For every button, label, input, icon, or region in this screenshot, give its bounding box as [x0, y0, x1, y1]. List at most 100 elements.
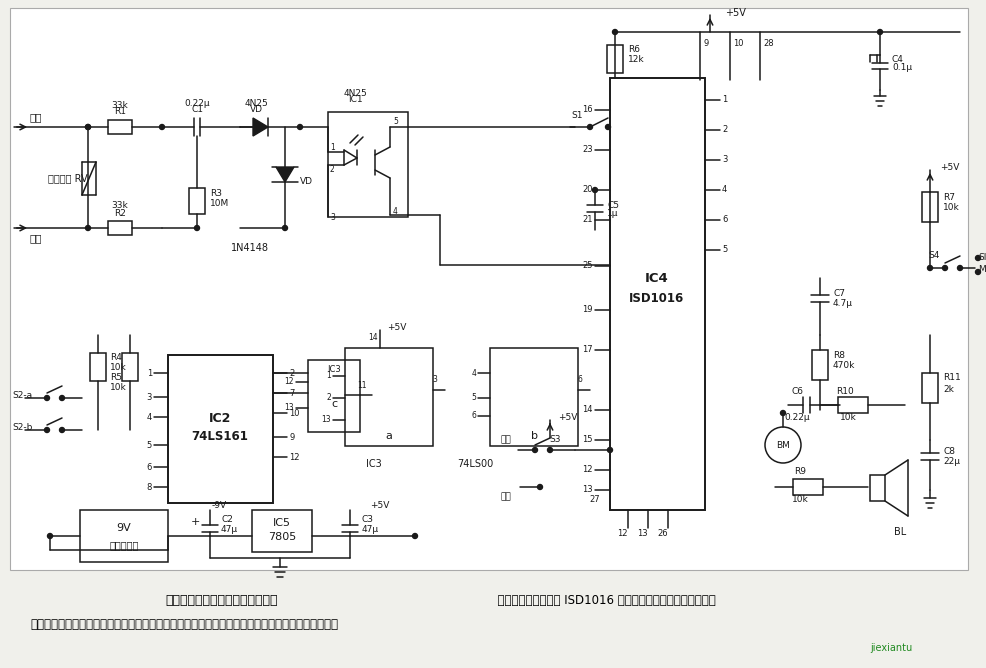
Circle shape: [605, 124, 610, 130]
Text: C4: C4: [892, 55, 904, 65]
Circle shape: [588, 124, 593, 130]
Text: 33k: 33k: [111, 100, 128, 110]
Text: IC3: IC3: [327, 365, 341, 375]
Text: 6: 6: [578, 375, 583, 385]
Text: IC1: IC1: [348, 96, 362, 104]
Text: 28: 28: [763, 39, 774, 49]
Text: R6: R6: [628, 45, 640, 55]
Text: C1: C1: [191, 106, 203, 114]
Text: 放音: 放音: [501, 436, 512, 444]
Text: 0.1μ: 0.1μ: [892, 63, 912, 73]
Text: R3: R3: [210, 188, 222, 198]
Text: 10k: 10k: [792, 496, 809, 504]
Text: 1: 1: [722, 96, 728, 104]
Text: BL: BL: [894, 527, 906, 537]
Circle shape: [44, 395, 49, 401]
Circle shape: [975, 269, 980, 275]
Text: 14: 14: [583, 405, 593, 415]
Bar: [328, 112, 408, 217]
Text: a: a: [386, 431, 392, 441]
Text: C2: C2: [221, 516, 233, 524]
Text: R10: R10: [836, 387, 854, 397]
Text: 7: 7: [289, 389, 295, 397]
Text: 23: 23: [583, 146, 593, 154]
Bar: [870, 475, 885, 501]
Text: 15: 15: [583, 436, 593, 444]
Text: 10: 10: [289, 409, 300, 418]
Text: 12: 12: [285, 377, 294, 387]
Polygon shape: [253, 118, 268, 136]
Circle shape: [975, 255, 980, 261]
Text: C8: C8: [943, 448, 955, 456]
Text: +5V: +5V: [370, 500, 389, 510]
Text: S1: S1: [571, 110, 583, 120]
Text: 74LS161: 74LS161: [191, 430, 248, 444]
Text: 该电路为用语言芯片 ISD1016 制作的用语音代替电话铃声留言: 该电路为用语言芯片 ISD1016 制作的用语音代替电话铃声留言: [490, 593, 716, 607]
Text: 录音: 录音: [501, 492, 512, 502]
Bar: [108, 221, 132, 235]
Text: 4N25: 4N25: [245, 98, 268, 108]
Circle shape: [86, 226, 91, 230]
Bar: [252, 510, 312, 552]
Text: 1: 1: [330, 144, 335, 152]
Text: 17: 17: [583, 345, 593, 355]
Text: 红线: 红线: [30, 233, 42, 243]
Text: 9V: 9V: [116, 523, 131, 533]
Text: MULTI: MULTI: [978, 265, 986, 275]
Bar: [108, 120, 132, 134]
Text: IC4: IC4: [645, 273, 669, 285]
Circle shape: [44, 428, 49, 432]
Text: 13: 13: [583, 486, 593, 494]
Text: 47μ: 47μ: [362, 526, 380, 534]
Circle shape: [59, 428, 64, 432]
Text: 1μ: 1μ: [607, 208, 618, 218]
Text: 1: 1: [326, 371, 331, 381]
Text: 电源适配器: 电源适配器: [109, 540, 139, 550]
Text: 6: 6: [147, 462, 152, 472]
Text: 10M: 10M: [210, 198, 230, 208]
Text: 1: 1: [147, 369, 152, 377]
Text: 6: 6: [722, 216, 728, 224]
Text: 4.7μ: 4.7μ: [833, 299, 853, 307]
Bar: [490, 348, 578, 446]
Circle shape: [47, 534, 52, 538]
Polygon shape: [276, 167, 294, 182]
Text: IC2: IC2: [209, 413, 231, 426]
Text: 5: 5: [393, 118, 398, 126]
Text: 2: 2: [330, 166, 335, 174]
Bar: [189, 188, 205, 214]
Text: 22μ: 22μ: [943, 456, 960, 466]
Text: 4: 4: [393, 208, 398, 216]
Text: 12: 12: [289, 452, 300, 462]
Text: 4N25: 4N25: [343, 88, 367, 98]
Bar: [812, 350, 828, 380]
Circle shape: [943, 265, 948, 271]
Text: 13: 13: [637, 528, 648, 538]
Text: 12: 12: [617, 528, 627, 538]
Text: 2k: 2k: [943, 385, 953, 393]
Text: 6: 6: [471, 411, 476, 420]
Text: S2-b: S2-b: [12, 424, 33, 432]
Circle shape: [878, 29, 882, 35]
Text: 接电话线 RV: 接电话线 RV: [48, 173, 88, 183]
Bar: [308, 360, 360, 432]
Circle shape: [547, 448, 552, 452]
Text: 20: 20: [583, 186, 593, 194]
Text: 9: 9: [289, 432, 294, 442]
Text: 2: 2: [326, 393, 331, 403]
Text: 10k: 10k: [110, 363, 127, 373]
Text: 11: 11: [357, 381, 367, 389]
Text: 12k: 12k: [628, 55, 645, 65]
Text: R7: R7: [943, 192, 955, 202]
Text: c: c: [331, 399, 337, 409]
Text: VD: VD: [249, 106, 262, 114]
Text: C3: C3: [362, 516, 374, 524]
Text: 10: 10: [733, 39, 743, 49]
Circle shape: [612, 29, 617, 35]
Text: 9: 9: [703, 39, 708, 49]
Text: 13: 13: [321, 415, 331, 424]
Text: 10k: 10k: [840, 413, 857, 422]
Circle shape: [607, 448, 612, 452]
Bar: [168, 355, 273, 503]
Text: C5: C5: [607, 200, 619, 210]
